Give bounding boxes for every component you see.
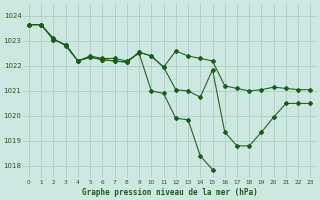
X-axis label: Graphe pression niveau de la mer (hPa): Graphe pression niveau de la mer (hPa) (82, 188, 258, 197)
